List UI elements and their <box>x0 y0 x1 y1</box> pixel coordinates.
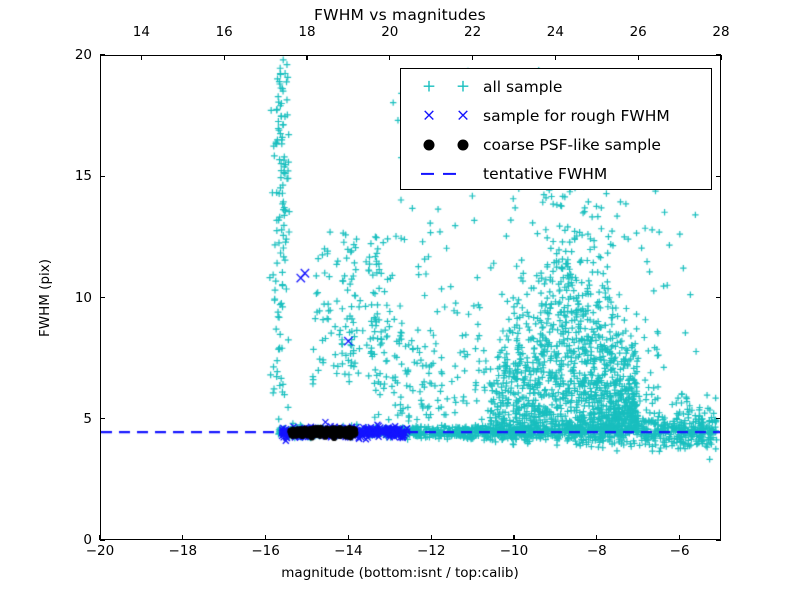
y-tick-label: 15 <box>74 168 92 185</box>
legend-label: coarse PSF-like sample <box>483 135 661 154</box>
y-tick-mark-left <box>100 54 105 56</box>
x-tick-label-bottom: −20 <box>85 543 115 559</box>
y-axis-label: FWHM (pix) <box>37 258 53 338</box>
y-tick-mark-right <box>716 175 721 177</box>
x-tick-label-top: 22 <box>464 24 482 40</box>
x-tick-label-bottom: −12 <box>416 543 446 559</box>
x-tick-label-bottom: −10 <box>499 543 529 559</box>
y-tick-mark-left <box>100 418 105 420</box>
x-tick-mark-bottom <box>182 535 184 540</box>
x-tick-label-bottom: −8 <box>586 543 607 559</box>
y-tick-mark-left <box>100 296 105 299</box>
x-tick-label-bottom: −14 <box>334 543 363 559</box>
chart-legend: + + all sample × × sample for rough FWHM coars… <box>400 68 712 190</box>
x-tick-mark-bottom <box>596 535 598 540</box>
x-tick-label-bottom: −16 <box>251 543 280 559</box>
x-tick-mark-top <box>389 55 391 60</box>
x-tick-mark-top <box>554 55 556 60</box>
x-tick-mark-top <box>306 55 308 60</box>
x-tick-label-top: 24 <box>546 24 564 40</box>
x-tick-mark-top <box>140 55 142 60</box>
y-tick-mark-right <box>716 54 721 56</box>
x-tick-label-top: 16 <box>215 24 233 40</box>
legend-entry-2: coarse PSF-like sample <box>401 130 711 159</box>
x-tick-label-bottom: −6 <box>669 543 690 559</box>
legend-glyph: + <box>421 76 437 96</box>
x-tick-label-top: 18 <box>298 24 316 40</box>
x-tick-mark-bottom <box>99 535 101 540</box>
legend-glyph: × <box>421 105 437 125</box>
x-tick-mark-top <box>637 55 639 60</box>
legend-marker-dot-icon <box>407 131 483 159</box>
x-tick-label-top: 14 <box>132 24 150 40</box>
chart-title: FWHM vs magnitudes <box>314 6 486 24</box>
x-tick-label-top: 28 <box>712 24 730 40</box>
y-tick-mark-left <box>100 539 105 541</box>
legend-entry-3: tentative FWHM <box>401 159 711 188</box>
legend-label: tentative FWHM <box>483 164 608 183</box>
x-tick-mark-bottom <box>265 535 267 540</box>
legend-glyph <box>443 172 456 175</box>
legend-entry-0: + + all sample <box>401 72 711 101</box>
legend-glyph: + <box>455 76 471 96</box>
x-tick-mark-bottom <box>513 535 515 540</box>
legend-marker-plus-icon: + + <box>407 73 483 101</box>
x-tick-mark-top <box>720 55 722 60</box>
x-tick-label-bottom: −18 <box>168 543 198 559</box>
legend-glyph <box>457 139 469 150</box>
legend-entry-1: × × sample for rough FWHM <box>401 101 711 130</box>
y-tick-mark-right <box>716 539 721 541</box>
y-tick-label: 10 <box>74 289 92 306</box>
legend-glyph <box>421 172 434 175</box>
legend-glyph <box>423 139 435 150</box>
x-tick-label-top: 20 <box>381 24 399 40</box>
legend-label: sample for rough FWHM <box>483 106 670 125</box>
x-axis-label: magnitude (bottom:isnt / top:calib) <box>281 565 519 581</box>
x-tick-mark-top <box>472 55 474 60</box>
legend-marker-dashed-icon <box>407 160 483 188</box>
x-tick-mark-top <box>223 55 225 60</box>
y-tick-mark-left <box>100 175 105 177</box>
legend-glyph: × <box>455 105 471 125</box>
y-tick-mark-right <box>716 418 721 420</box>
legend-label: all sample <box>483 77 563 96</box>
x-tick-mark-bottom <box>347 535 349 540</box>
y-tick-label: 5 <box>83 410 92 427</box>
x-tick-label-top: 26 <box>629 24 647 40</box>
x-tick-mark-bottom <box>679 535 681 540</box>
y-tick-label: 0 <box>83 532 92 548</box>
legend-marker-cross-icon: × × <box>407 102 483 130</box>
y-tick-label: 20 <box>74 47 92 63</box>
x-tick-mark-bottom <box>430 535 432 540</box>
y-tick-mark-right <box>716 296 721 299</box>
